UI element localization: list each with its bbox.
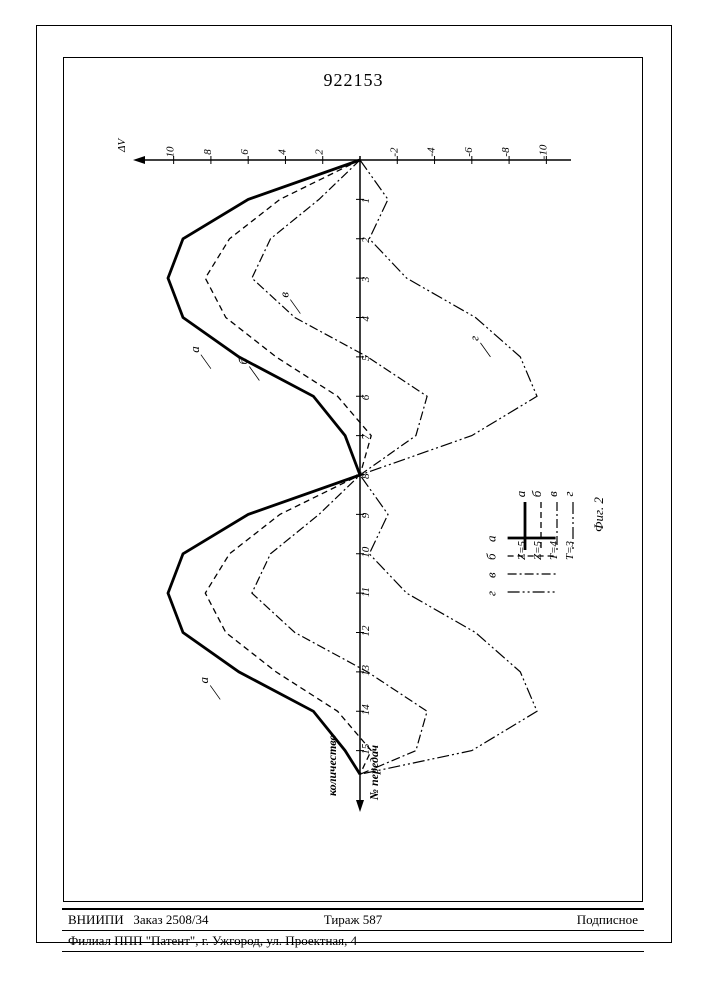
- x-tick-label: 11: [360, 587, 372, 597]
- y-axis-label: ΔV: [116, 138, 128, 153]
- legend-item-value: Z=5: [516, 540, 528, 560]
- chart: ΔV108642-2-4-6-8-10123456789101112131415…: [95, 130, 615, 850]
- legend-label: в: [484, 572, 499, 578]
- x-tick-label: 12: [360, 625, 372, 637]
- footer-order: Заказ 2508/34: [133, 912, 208, 927]
- patent-number: 922153: [0, 70, 707, 91]
- x-tick-label: 13: [360, 664, 372, 676]
- x-tick-label: 4: [360, 316, 372, 322]
- y-tick-label: 6: [239, 149, 251, 155]
- curve-label: г: [466, 336, 481, 341]
- curve-label: в: [276, 292, 291, 298]
- y-tick-label: -6: [463, 147, 475, 157]
- footer: ВНИИПИ Заказ 2508/34 Тираж 587 Подписное…: [62, 908, 644, 944]
- series-v: [252, 160, 427, 774]
- curve-label: б: [235, 358, 250, 365]
- y-tick-label: 2: [314, 149, 326, 155]
- x-axis-label-top: количество: [325, 735, 339, 797]
- x-tick-label: 1: [360, 198, 372, 204]
- figure-label: Фиг. 2: [591, 497, 606, 532]
- x-tick-label: 10: [360, 546, 372, 558]
- legend-item-label: г: [561, 491, 576, 496]
- callout-line: [480, 343, 490, 357]
- legend-label: а: [484, 535, 499, 542]
- legend-item-label: а: [513, 490, 528, 497]
- legend-item-value: T=4: [548, 540, 560, 560]
- curve-label: а: [196, 676, 211, 683]
- legend-item-value: Z=5: [532, 540, 544, 560]
- x-axis-arrow: [356, 800, 364, 812]
- callout-line: [290, 300, 300, 314]
- legend-item-label: в: [545, 491, 560, 497]
- x-tick-label: 3: [360, 276, 372, 283]
- y-tick-label: -10: [537, 144, 549, 159]
- footer-subscription: Подписное: [448, 912, 638, 928]
- series-b: [205, 160, 371, 774]
- curve-label: а: [187, 346, 202, 353]
- y-tick-label: 8: [202, 149, 214, 155]
- footer-tirazh: Тираж 587: [258, 912, 448, 928]
- y-tick-label: -8: [500, 147, 512, 157]
- y-tick-label: 10: [165, 146, 177, 158]
- legend-item-label: б: [529, 490, 544, 497]
- legend-item-value: T=3: [564, 540, 576, 560]
- callout-line: [201, 355, 211, 369]
- y-axis-arrow: [133, 156, 145, 164]
- y-tick-label: -4: [426, 147, 438, 157]
- x-tick-label: 6: [360, 394, 372, 400]
- footer-address: Филиал ППП "Патент", г. Ужгород, ул. Про…: [62, 931, 644, 952]
- legend-label: б: [484, 553, 499, 560]
- y-tick-label: -2: [388, 147, 400, 157]
- x-tick-label: 14: [360, 704, 372, 716]
- chart-svg: ΔV108642-2-4-6-8-10123456789101112131415…: [95, 130, 615, 850]
- callout-line: [249, 367, 259, 381]
- footer-row-1: ВНИИПИ Заказ 2508/34 Тираж 587 Подписное: [62, 908, 644, 931]
- callout-line: [210, 685, 220, 699]
- footer-org: ВНИИПИ: [68, 912, 124, 927]
- series-g: [360, 160, 537, 774]
- y-tick-label: 4: [276, 149, 288, 155]
- legend-label: г: [484, 591, 499, 596]
- x-tick-label: 9: [360, 512, 372, 518]
